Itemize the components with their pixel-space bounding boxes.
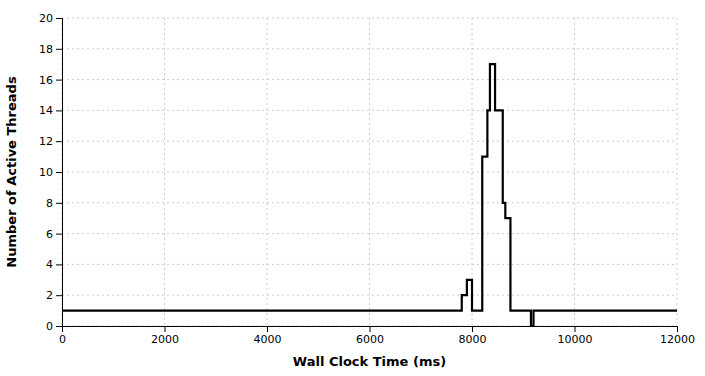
marks [62,64,677,326]
x-tick: 6000 [356,326,384,346]
grid-line-x [164,18,165,326]
y-tick-label: 4 [46,258,53,271]
y-tick: 0 [46,320,62,333]
grid-line-x [369,18,370,326]
plot: 0 2000 4000 6000 8000 10000 12000 0 2 4 6 8 10 12 14 16… [39,12,695,346]
y-tick-label: 14 [39,104,53,117]
y-tick-label: 16 [39,74,53,87]
grid-line-y [62,295,677,296]
y-tick-mark [56,326,62,327]
y-tick: 20 [39,12,62,25]
y-axis: 0 2 4 6 8 10 12 14 16 18 20 [39,12,63,333]
grid-line-y [62,48,677,49]
x-tick-label: 2000 [151,333,179,346]
grid-line-y [62,264,677,265]
x-tick-mark [575,326,576,332]
grid-line-y [62,172,677,173]
grid-line-y [62,233,677,234]
grid-line-y [62,79,677,80]
x-tick-label: 12000 [660,333,695,346]
y-tick-mark [56,141,62,142]
y-tick-mark [56,110,62,111]
y-tick-label: 6 [46,228,53,241]
grid [62,18,677,326]
y-tick-mark [56,172,62,173]
grid-line-x [574,18,575,326]
y-tick: 14 [39,104,62,117]
grid-line-y [62,18,677,19]
y-tick-label: 8 [46,197,53,210]
y-tick: 12 [39,135,62,148]
y-tick: 16 [39,74,62,87]
x-tick-mark [472,326,473,332]
y-tick: 4 [46,258,62,271]
y-axis-title: Number of Active Threads [4,76,19,268]
x-axis: 0 2000 4000 6000 8000 10000 12000 [59,326,695,346]
x-tick: 4000 [254,326,282,346]
y-tick: 8 [46,197,62,210]
y-tick: 6 [46,228,62,241]
y-tick-label: 12 [39,135,53,148]
x-tick-mark [370,326,371,332]
x-tick-label: 8000 [459,333,487,346]
x-tick-label: 10000 [558,333,593,346]
y-tick-mark [56,234,62,235]
y-tick-mark [56,18,62,19]
x-tick: 0 [59,326,66,346]
x-tick-mark [677,326,678,332]
x-tick: 10000 [558,326,593,346]
x-tick-label: 4000 [254,333,282,346]
y-tick-mark [56,49,62,50]
x-tick: 12000 [660,326,695,346]
chart: 0 2000 4000 6000 8000 10000 12000 0 2 4 6 8 10 12 14 16… [0,0,705,376]
y-tick: 18 [39,43,62,56]
y-tick-label: 20 [39,12,53,25]
x-tick-label: 0 [59,333,66,346]
y-tick-mark [56,295,62,296]
grid-line-y [62,202,677,203]
y-tick-mark [56,80,62,81]
x-axis-line [63,327,678,333]
y-tick: 10 [39,166,62,179]
x-tick-mark [267,326,268,332]
y-tick-label: 0 [46,320,53,333]
y-tick-label: 10 [39,166,53,179]
x-tick-mark [165,326,166,332]
y-tick: 2 [46,289,62,302]
step-line [62,64,677,326]
y-tick-label: 18 [39,43,53,56]
y-axis-line [56,19,63,327]
y-tick-label: 2 [46,289,53,302]
x-tick: 2000 [151,326,179,346]
x-axis-title: Wall Clock Time (ms) [293,354,446,369]
y-tick-mark [56,264,62,265]
x-tick: 8000 [459,326,487,346]
x-tick-label: 6000 [356,333,384,346]
y-tick-mark [56,203,62,204]
grid-line-y [62,110,677,111]
grid-line-y [62,141,677,142]
